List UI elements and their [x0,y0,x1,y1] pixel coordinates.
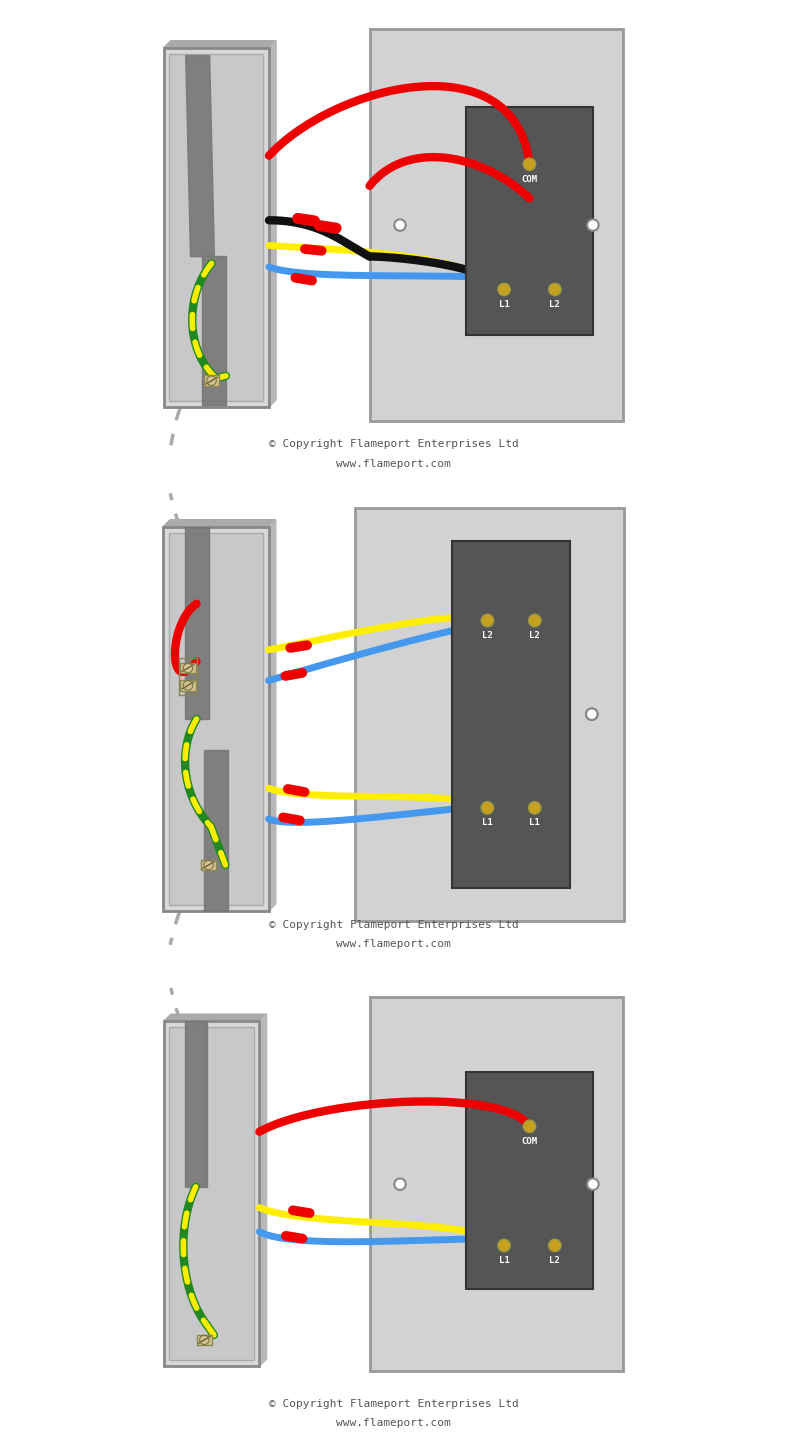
Bar [180,663,196,673]
Text: L1: L1 [482,818,493,827]
Text: L1: L1 [499,301,509,309]
Circle shape [587,220,599,232]
Circle shape [498,283,510,296]
Text: L2: L2 [530,631,540,640]
Text: www.flameport.com: www.flameport.com [336,1418,451,1428]
Polygon shape [268,519,275,912]
Circle shape [394,1179,406,1191]
Text: L2: L2 [549,1255,560,1265]
Text: © Copyright Flameport Enterprises Ltd: © Copyright Flameport Enterprises Ltd [268,440,519,450]
Circle shape [587,1179,599,1191]
Bar [452,541,571,887]
Circle shape [549,1240,561,1251]
Polygon shape [163,519,275,526]
Bar [179,659,197,695]
Bar [164,1021,260,1366]
Circle shape [394,220,406,232]
Circle shape [529,614,541,627]
Bar [201,860,216,870]
Text: www.flameport.com: www.flameport.com [336,459,451,469]
Circle shape [586,709,597,720]
Polygon shape [269,40,276,407]
Circle shape [481,801,493,814]
Bar [197,1334,212,1345]
Bar [180,680,196,690]
Circle shape [549,283,561,296]
Bar [370,998,623,1370]
Text: © Copyright Flameport Enterprises Ltd: © Copyright Flameport Enterprises Ltd [268,1399,519,1409]
Circle shape [498,1240,510,1251]
Bar [169,1027,253,1360]
Bar [204,375,220,385]
Circle shape [481,614,493,627]
Circle shape [523,158,536,171]
Text: L1: L1 [499,1255,509,1265]
Bar [466,108,593,335]
Text: www.flameport.com: www.flameport.com [336,939,451,949]
Circle shape [523,1120,536,1133]
Bar [168,532,263,906]
Circle shape [529,801,541,814]
Text: L2: L2 [482,631,493,640]
Circle shape [586,709,597,720]
Text: COM: COM [521,175,538,184]
Bar [164,47,269,407]
Bar [163,526,268,912]
Polygon shape [164,1014,267,1021]
Text: COM: COM [521,1137,538,1146]
Bar [169,53,264,401]
Circle shape [382,709,394,720]
Bar [355,508,624,920]
Polygon shape [260,1014,267,1366]
Text: L1: L1 [530,818,540,827]
Text: L2: L2 [549,301,560,309]
Polygon shape [164,40,276,47]
Text: © Copyright Flameport Enterprises Ltd: © Copyright Flameport Enterprises Ltd [268,919,519,929]
Bar [370,29,623,421]
Bar [466,1073,593,1288]
